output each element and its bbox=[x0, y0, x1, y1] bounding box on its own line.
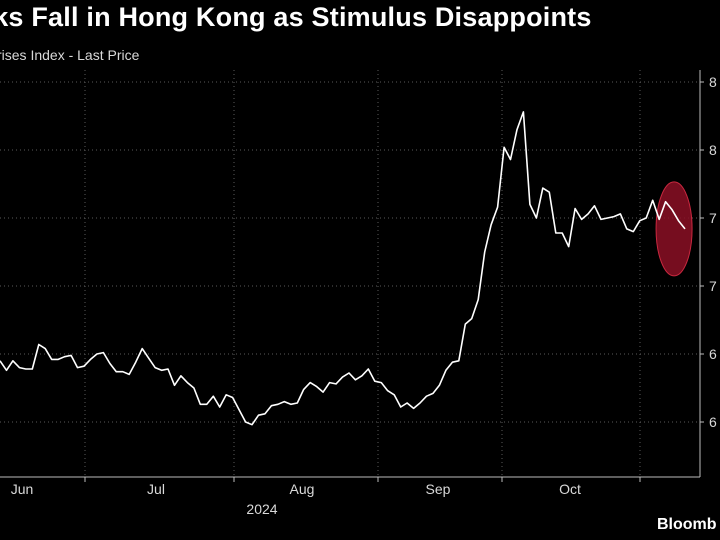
y-tick-labels: 8 8 7 7 6 6 bbox=[709, 74, 717, 430]
x-tick-labels: Jun Jul Aug Sep Oct bbox=[11, 481, 581, 497]
y-tick-label-5: 6 bbox=[709, 414, 717, 430]
series-line-0 bbox=[0, 111, 686, 426]
gridlines bbox=[0, 70, 700, 477]
x-tick-label-sep: Sep bbox=[426, 481, 451, 497]
highlight-ellipse bbox=[655, 181, 693, 277]
year-label: 2024 bbox=[246, 501, 277, 517]
y-tick-label-4: 6 bbox=[709, 346, 717, 362]
source-logo: Bloomb bbox=[657, 516, 717, 533]
x-tick-label-jun: Jun bbox=[11, 481, 34, 497]
chart-subtitle: rises Index - Last Price bbox=[0, 47, 140, 63]
series-lines bbox=[0, 111, 686, 426]
y-tick-label-1: 8 bbox=[709, 142, 717, 158]
chart-title: cks Fall in Hong Kong as Stimulus Disapp… bbox=[0, 2, 592, 32]
y-tick-label-0: 8 bbox=[709, 74, 717, 90]
highlight-ellipse-shape bbox=[655, 181, 693, 277]
x-tick-label-oct: Oct bbox=[559, 481, 581, 497]
x-tick-label-jul: Jul bbox=[147, 481, 165, 497]
x-tick-label-aug: Aug bbox=[290, 481, 315, 497]
axes bbox=[0, 70, 704, 482]
y-tick-label-2: 7 bbox=[709, 210, 717, 226]
y-tick-label-3: 7 bbox=[709, 278, 717, 294]
